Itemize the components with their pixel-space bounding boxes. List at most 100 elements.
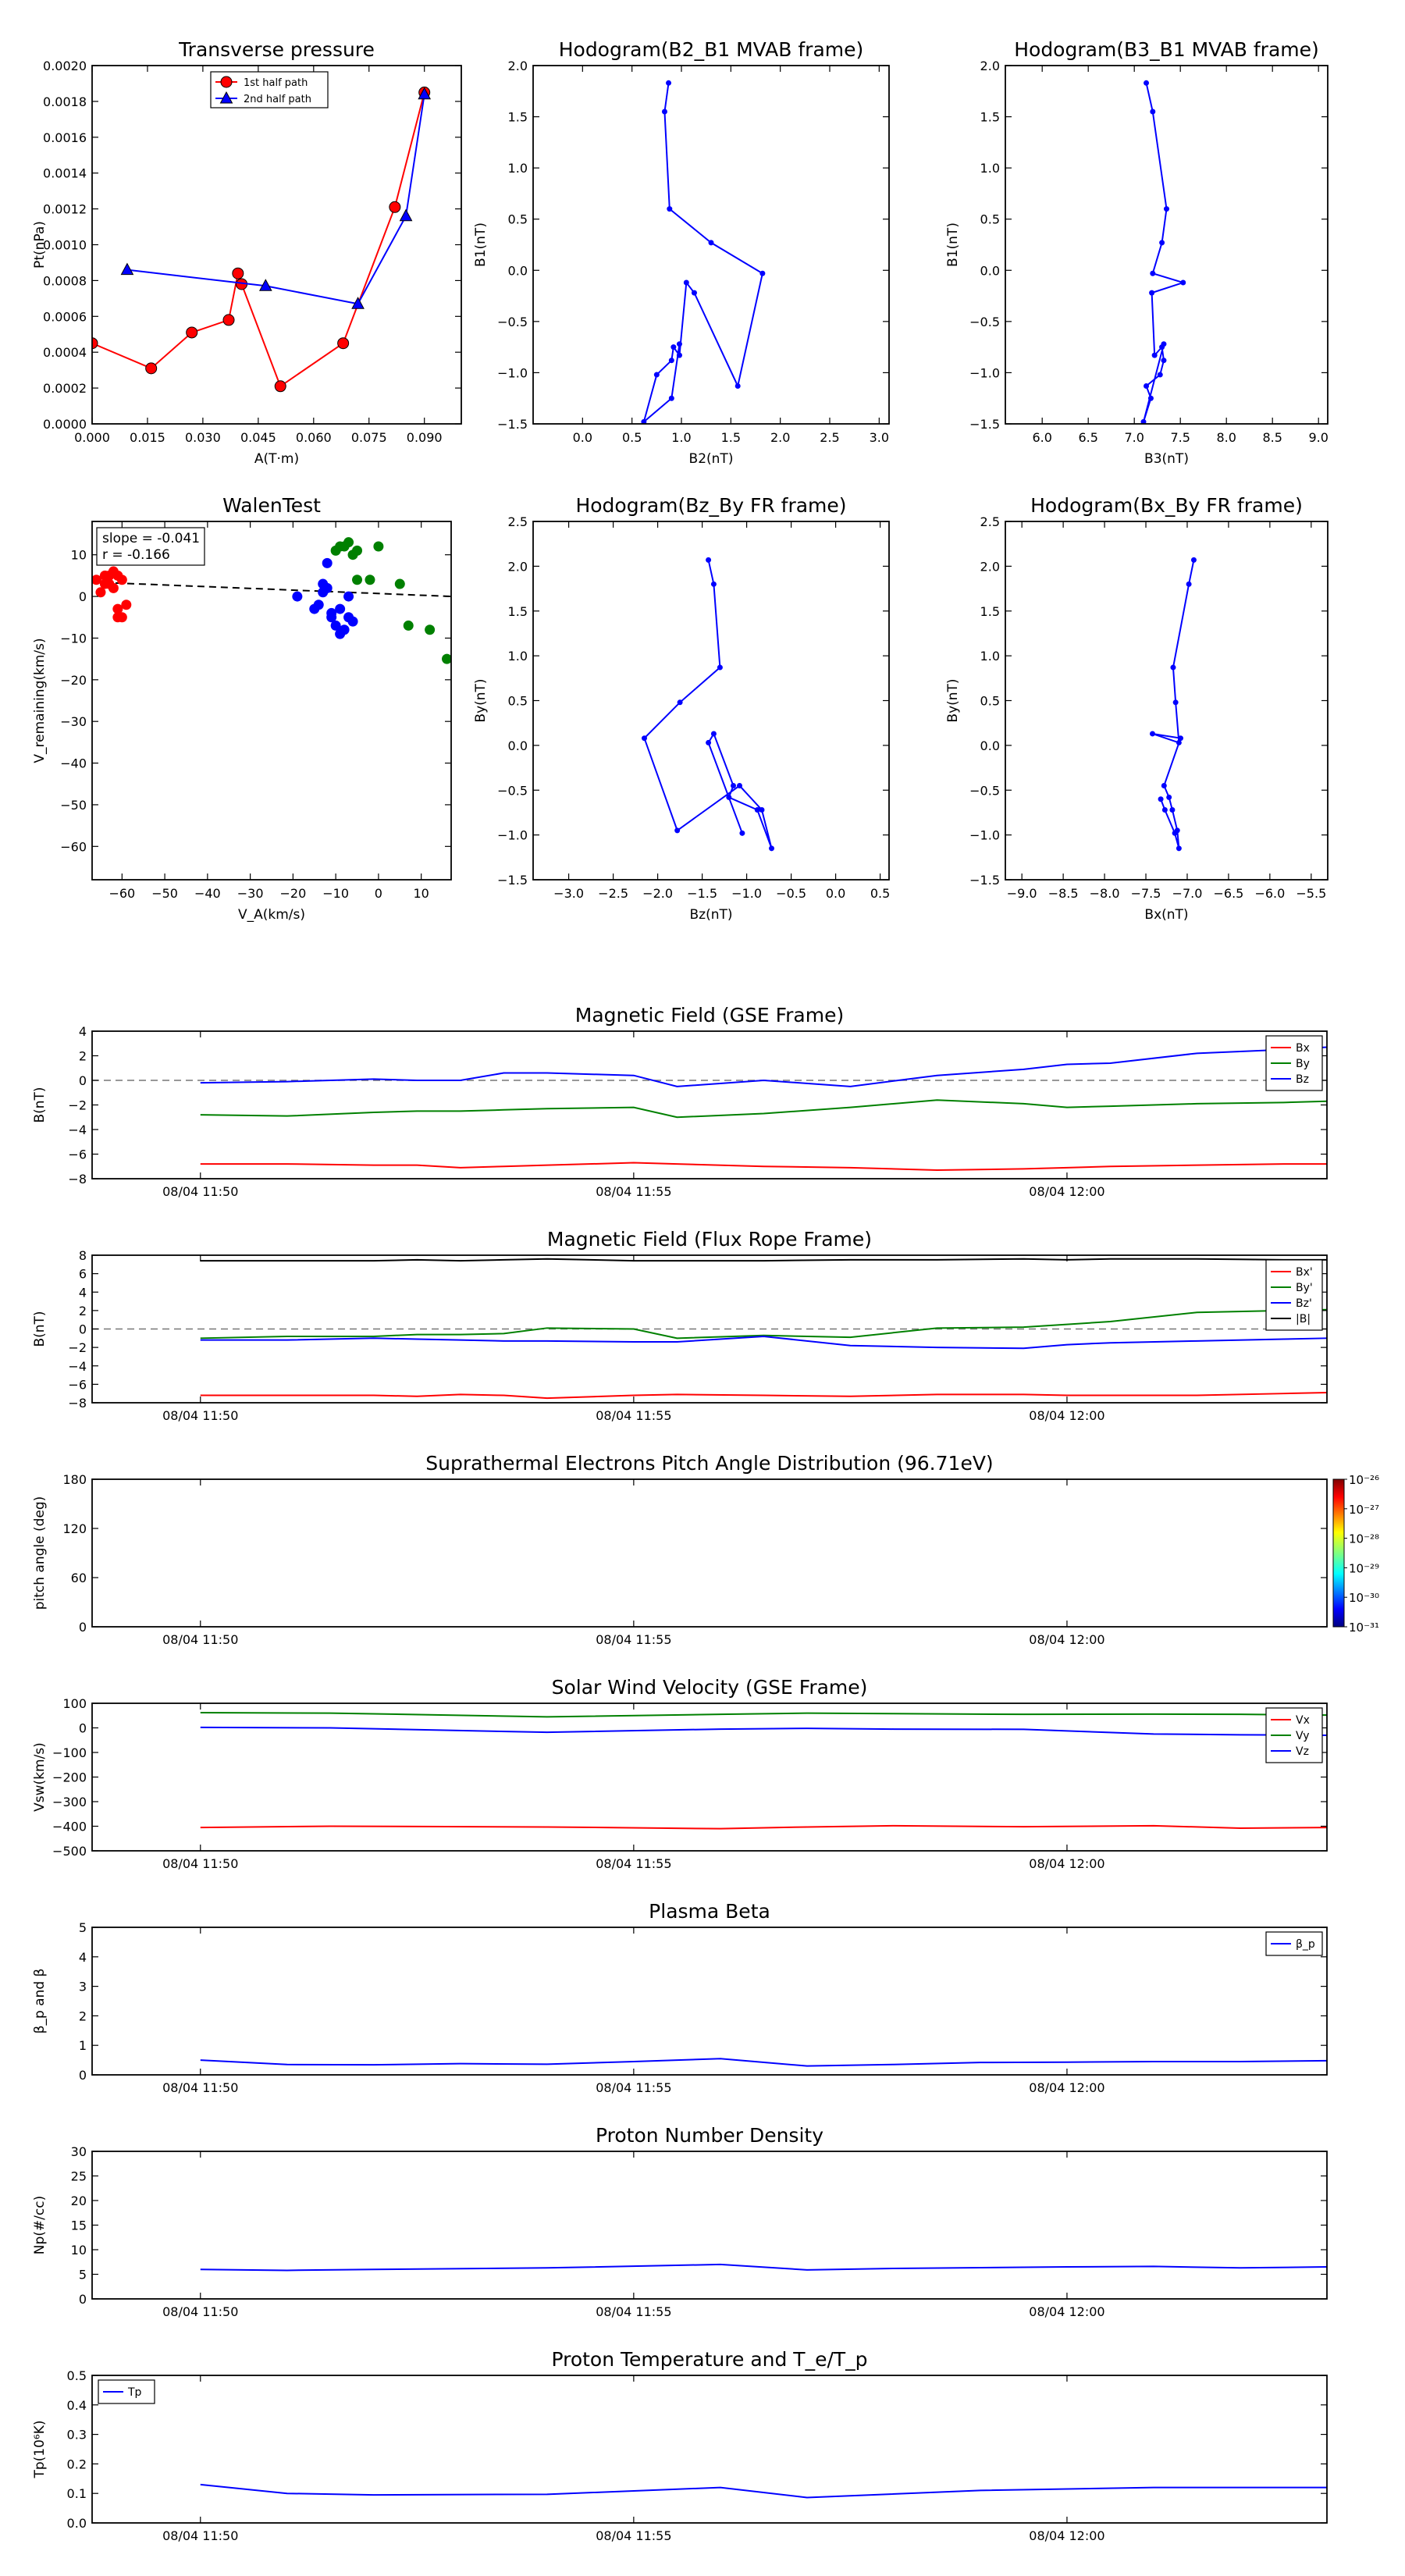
x-tick-label: −20 (279, 886, 306, 901)
data-point (735, 382, 741, 389)
data-point (1149, 731, 1155, 737)
panel-bfr: Magnetic Field (Flux Rope Frame) −8 −6 −4 −2… (32, 1228, 1328, 1423)
y-tick-label: 180 (62, 1472, 87, 1487)
data-point (1180, 279, 1186, 286)
x-tick-label: 0.030 (185, 430, 221, 445)
data-point (736, 783, 742, 789)
x-tick-label: 08/04 11:55 (596, 2080, 671, 2095)
data-point (313, 600, 324, 610)
data-point (318, 578, 329, 589)
data-point (731, 783, 736, 789)
x-tick-label: −2.0 (642, 886, 673, 901)
panel-h2: Hodogram(B3_B1 MVAB frame) −1.5 −1.0 −0.5 0.… (945, 38, 1329, 467)
data-point (1150, 109, 1156, 115)
y-tick-label: 0.0 (508, 263, 528, 278)
x-tick-label: 0.060 (296, 430, 332, 445)
plot-frame (1005, 65, 1329, 425)
data-point (667, 206, 673, 212)
y-tick-label: −50 (60, 798, 87, 813)
plot-frame (91, 521, 452, 881)
data-point (292, 591, 303, 602)
data-point (112, 603, 123, 614)
y-tick-label: 2.0 (980, 59, 1000, 73)
y-tick-label: 0.0012 (43, 202, 87, 217)
y-tick-label: 0.0016 (43, 130, 87, 145)
y-tick-label: 1.0 (980, 161, 1000, 176)
data-point (1149, 290, 1155, 296)
legend-label: 2nd half path (244, 94, 311, 105)
y-tick-label: 0.0004 (43, 345, 87, 360)
chart-title: Proton Number Density (596, 2124, 823, 2147)
x-tick-label: 08/04 11:50 (162, 1632, 238, 1647)
data-point (220, 76, 233, 88)
series-line (126, 94, 425, 305)
plot-area (92, 537, 451, 664)
y-axis-label: β_p and β (32, 1969, 48, 2034)
y-axis-label: By(nT) (945, 678, 961, 722)
x-tick-label: 08/04 11:55 (596, 1632, 671, 1647)
colorbar-tick-label: 10⁻³⁰ (1349, 1591, 1379, 1605)
series-line (200, 1335, 1328, 1350)
data-point (108, 582, 119, 593)
data-point (274, 380, 286, 393)
data-point (352, 575, 363, 585)
x-tick-label: 08/04 11:50 (162, 2080, 238, 2095)
y-tick-label: −6 (68, 1147, 87, 1162)
x-tick-label: −2.5 (598, 886, 628, 901)
panel-np: Proton Number Density 0 5 10 15 20 25 30 08/04 1… (32, 2124, 1328, 2319)
x-tick-label: 0.075 (351, 430, 387, 445)
data-point (708, 240, 714, 246)
y-tick-label: 30 (71, 2144, 87, 2159)
data-point (330, 620, 341, 631)
chart-title: Hodogram(B3_B1 MVAB frame) (1014, 38, 1319, 61)
legend-label: Vx (1296, 1714, 1310, 1727)
chart-title: Solar Wind Velocity (GSE Frame) (552, 1676, 868, 1699)
data-point (1147, 395, 1154, 401)
x-tick-label: 0 (375, 886, 382, 901)
series-line (200, 2058, 1328, 2067)
y-tick-label: 0.1 (67, 2486, 87, 2501)
series-line (200, 2483, 1327, 2499)
y-axis-label: V_remaining(km/s) (32, 638, 48, 763)
data-point (92, 575, 101, 585)
plot-frame (532, 65, 890, 425)
data-point (219, 91, 233, 104)
x-tick-label: 08/04 11:55 (596, 2304, 671, 2319)
data-point (683, 279, 689, 286)
y-tick-label: 0.0 (508, 738, 528, 753)
x-tick-label: −3.0 (553, 886, 584, 901)
y-tick-label: 1.0 (508, 649, 528, 664)
plot-frame (91, 1927, 1328, 2076)
data-point (726, 794, 732, 800)
y-tick-label: −0.5 (969, 315, 1000, 329)
y-tick-label: −1.0 (497, 828, 528, 843)
y-tick-label: 0.0014 (43, 166, 87, 181)
series-line (643, 560, 773, 849)
x-tick-label: −60 (108, 886, 135, 901)
x-tick-label: −30 (237, 886, 264, 901)
legend-label: Vz (1296, 1745, 1309, 1758)
legend-label: By (1296, 1058, 1310, 1070)
series-line (92, 92, 425, 388)
y-tick-label: 0 (79, 1073, 87, 1088)
chart-title: Suprathermal Electrons Pitch Angle Distr… (425, 1452, 993, 1475)
data-point (710, 731, 717, 737)
data-point (425, 624, 436, 635)
data-point (668, 358, 674, 364)
chart-title: Hodogram(Bz_By FR frame) (575, 494, 846, 517)
data-point (1164, 206, 1169, 212)
y-tick-label: −40 (60, 756, 87, 771)
data-point (186, 326, 198, 339)
data-point (335, 603, 346, 614)
x-tick-label: 3.0 (870, 430, 889, 445)
data-point (1169, 806, 1176, 813)
data-point (339, 624, 350, 635)
plot-frame (91, 2151, 1328, 2300)
x-axis-label: B2(nT) (689, 451, 734, 467)
data-point (666, 80, 672, 86)
panel-walen: WalenTest −60 −50 −40 −30 −20 −10 0 10 −60 −50 −40 −… (32, 494, 452, 923)
legend-label: By' (1296, 1282, 1313, 1294)
chart-title: Transverse pressure (178, 38, 375, 61)
data-point (1172, 830, 1178, 836)
x-tick-label: −0.5 (776, 886, 806, 901)
